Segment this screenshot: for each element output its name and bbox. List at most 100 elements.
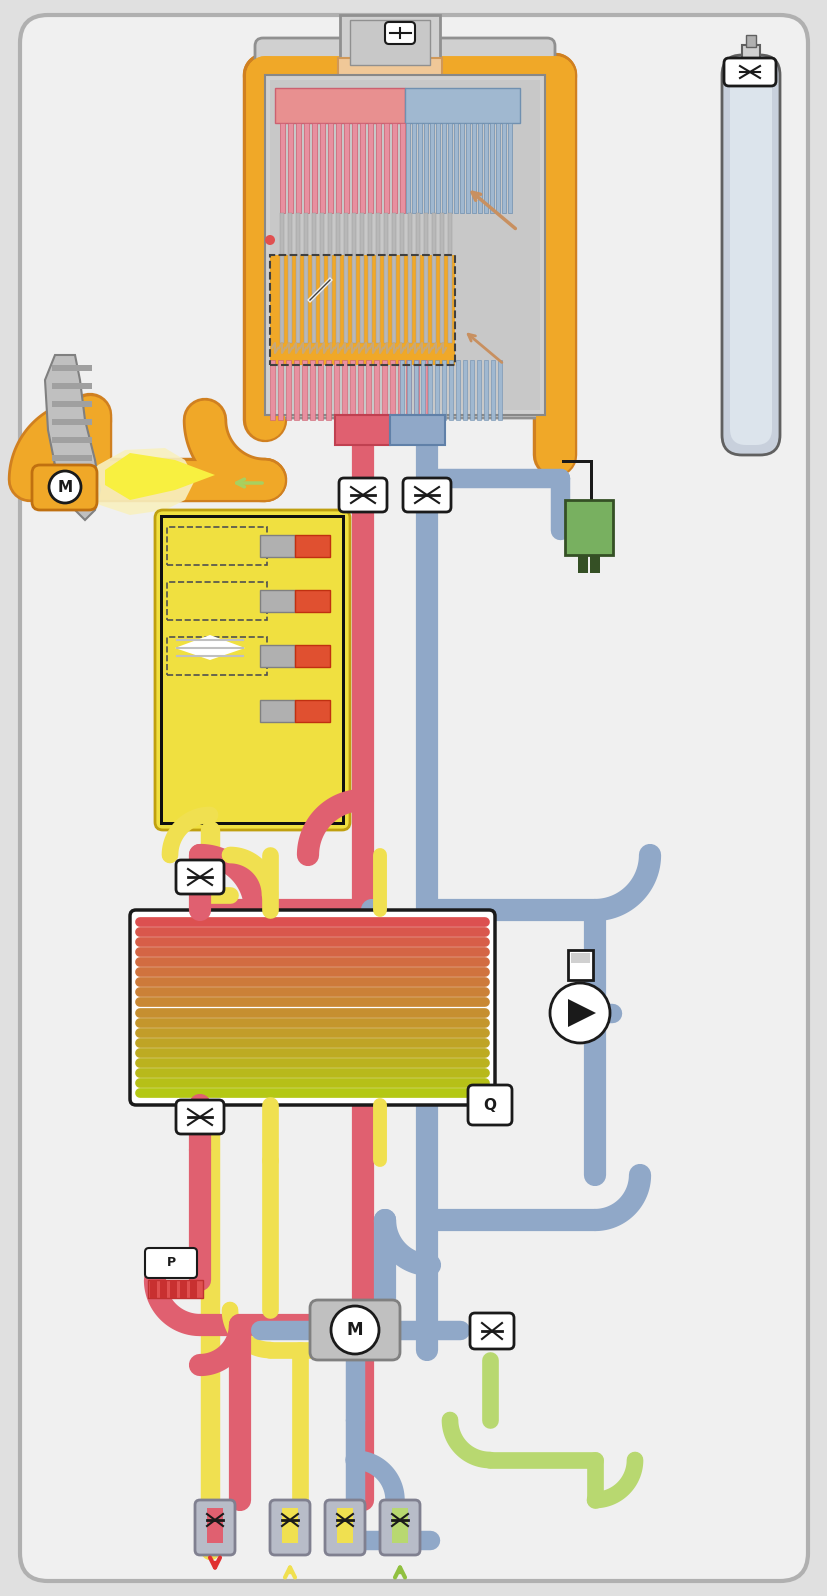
Bar [412, 123, 415, 212]
Polygon shape [105, 453, 215, 500]
Bar [470, 361, 473, 420]
Bar [294, 701, 330, 721]
Bar [179, 1280, 187, 1298]
Bar [207, 1508, 222, 1543]
Bar [295, 123, 301, 212]
Bar [460, 123, 463, 212]
Bar [275, 88, 404, 123]
Bar [384, 212, 388, 343]
Bar [567, 950, 592, 980]
Bar [366, 361, 370, 420]
Bar [294, 361, 299, 420]
Bar [577, 555, 587, 573]
Bar [590, 555, 600, 573]
Bar [442, 361, 446, 420]
Bar [562, 460, 591, 463]
Bar [422, 361, 427, 420]
Bar [343, 212, 347, 343]
Bar [407, 361, 410, 420]
Circle shape [265, 235, 275, 246]
Bar [456, 361, 460, 420]
FancyBboxPatch shape [385, 22, 414, 45]
Bar [342, 361, 347, 420]
Bar [260, 535, 294, 557]
Bar [375, 123, 380, 212]
Bar [490, 361, 495, 420]
Bar [336, 212, 340, 343]
Bar [163, 519, 342, 822]
Circle shape [49, 471, 81, 503]
Bar [333, 361, 338, 420]
Bar [374, 361, 379, 420]
Bar [309, 361, 314, 420]
Bar [508, 123, 511, 212]
FancyBboxPatch shape [32, 464, 97, 511]
Bar [429, 123, 433, 212]
Bar [466, 123, 470, 212]
Bar [357, 361, 362, 420]
Bar [405, 361, 410, 420]
Bar [484, 361, 487, 420]
Bar [302, 361, 307, 420]
Bar [447, 212, 452, 343]
Bar [335, 415, 390, 445]
Bar [343, 123, 348, 212]
Bar [414, 361, 418, 420]
Bar [477, 123, 481, 212]
Bar [442, 123, 446, 212]
Bar [497, 361, 501, 420]
Text: Q: Q [483, 1098, 496, 1112]
Bar [375, 212, 380, 343]
Polygon shape [567, 999, 595, 1026]
Bar [52, 420, 92, 425]
Bar [391, 1508, 408, 1543]
FancyBboxPatch shape [270, 1500, 309, 1555]
Bar [350, 361, 355, 420]
Bar [160, 1280, 167, 1298]
FancyBboxPatch shape [403, 477, 451, 512]
Bar [319, 123, 325, 212]
FancyBboxPatch shape [470, 1314, 514, 1349]
Bar [337, 57, 442, 78]
Bar [391, 212, 395, 343]
Bar [434, 361, 438, 420]
Bar [384, 123, 389, 212]
Bar [391, 123, 396, 212]
Bar [318, 361, 323, 420]
Bar [351, 212, 356, 343]
Bar [415, 212, 419, 343]
Text: M: M [57, 479, 73, 495]
FancyBboxPatch shape [176, 860, 224, 894]
Bar [564, 500, 612, 555]
Bar [590, 460, 592, 500]
Bar [337, 1508, 352, 1543]
Bar [405, 123, 409, 212]
Bar [294, 535, 330, 557]
Polygon shape [174, 635, 245, 661]
Bar [52, 492, 92, 496]
Bar [404, 88, 519, 123]
Bar [399, 212, 404, 343]
Bar [423, 123, 428, 212]
Bar [360, 212, 364, 343]
Bar [414, 361, 418, 420]
Bar [327, 212, 332, 343]
Bar [52, 383, 92, 389]
Bar [270, 361, 275, 420]
Bar [408, 212, 412, 343]
Bar [351, 123, 356, 212]
Bar [52, 401, 92, 407]
Bar [52, 472, 92, 479]
Polygon shape [85, 448, 195, 516]
Bar [167, 527, 266, 565]
Text: M: M [347, 1321, 363, 1339]
Bar [312, 212, 316, 343]
Bar [390, 415, 444, 445]
FancyBboxPatch shape [723, 57, 775, 86]
Bar [432, 212, 436, 343]
Bar [312, 123, 317, 212]
FancyBboxPatch shape [338, 477, 386, 512]
FancyBboxPatch shape [467, 1085, 511, 1125]
Bar [484, 123, 487, 212]
Bar [288, 123, 293, 212]
